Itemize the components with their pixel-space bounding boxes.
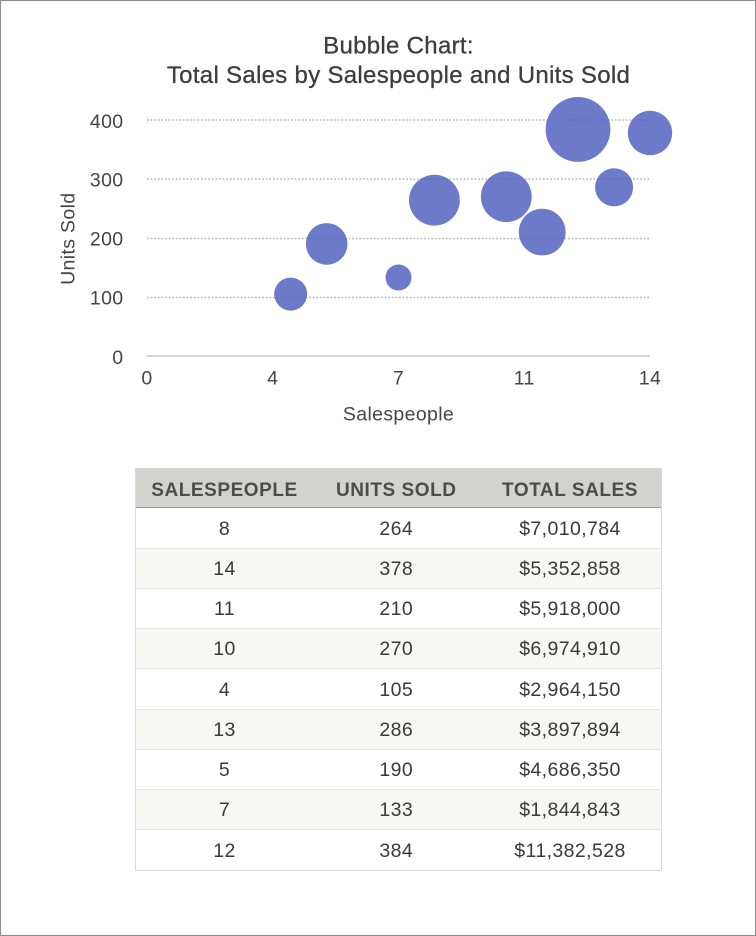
svg-text:300: 300 <box>90 169 124 191</box>
svg-text:200: 200 <box>90 229 124 251</box>
svg-text:11: 11 <box>514 367 535 389</box>
svg-text:7: 7 <box>393 367 404 389</box>
svg-text:400: 400 <box>90 111 124 133</box>
svg-text:14: 14 <box>639 367 661 389</box>
svg-text:Salespeople: Salespeople <box>343 404 454 426</box>
svg-text:100: 100 <box>90 288 124 310</box>
svg-text:Units Sold: Units Sold <box>58 193 80 285</box>
svg-text:0: 0 <box>141 367 152 389</box>
svg-text:0: 0 <box>112 347 123 369</box>
svg-text:4: 4 <box>267 367 278 389</box>
svg-text:Total Sales by Salespeople and: Total Sales by Salespeople and Units Sol… <box>167 62 630 89</box>
svg-text:Bubble Chart:: Bubble Chart: <box>323 33 474 60</box>
